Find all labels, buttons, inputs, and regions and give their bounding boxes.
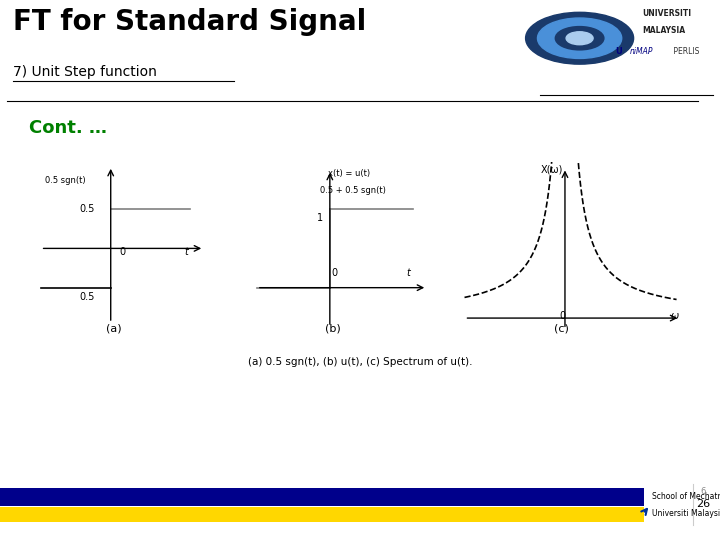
- Text: t: t: [184, 247, 189, 258]
- Text: 0.5 + 0.5 sgn(t): 0.5 + 0.5 sgn(t): [320, 186, 386, 195]
- Text: U: U: [616, 47, 622, 56]
- Text: ω: ω: [670, 311, 679, 321]
- Text: 0: 0: [559, 311, 565, 321]
- Text: 0: 0: [331, 268, 338, 278]
- Text: 0: 0: [119, 247, 125, 258]
- Bar: [0, 507, 644, 522]
- Text: 0.5: 0.5: [79, 204, 94, 214]
- Text: 26: 26: [696, 500, 711, 509]
- Text: MALAYSIA: MALAYSIA: [643, 26, 685, 35]
- Text: Cont. …: Cont. …: [29, 119, 107, 137]
- Text: (a): (a): [106, 323, 122, 333]
- Circle shape: [566, 32, 593, 45]
- Circle shape: [555, 26, 604, 50]
- Text: 0.5: 0.5: [79, 292, 94, 302]
- Text: FT for Standard Signal: FT for Standard Signal: [13, 8, 366, 36]
- Text: 7) Unit Step function: 7) Unit Step function: [13, 65, 156, 79]
- Text: (a) 0.5 sgn(t), (b) u(t), (c) Spectrum of u(t).: (a) 0.5 sgn(t), (b) u(t), (c) Spectrum o…: [248, 357, 472, 367]
- Text: PERLIS: PERLIS: [671, 47, 700, 56]
- Text: 6: 6: [701, 487, 706, 496]
- Text: (c): (c): [554, 323, 569, 333]
- Text: X(ω): X(ω): [541, 164, 564, 174]
- Bar: [0, 488, 644, 505]
- Text: 1: 1: [317, 213, 323, 223]
- Text: t: t: [407, 268, 410, 278]
- Text: Universiti Malaysia Perlis (UniMAP): Universiti Malaysia Perlis (UniMAP): [652, 509, 720, 518]
- Circle shape: [537, 18, 622, 58]
- Text: School of Mechatronic Engineering: School of Mechatronic Engineering: [652, 491, 720, 501]
- Circle shape: [526, 12, 634, 64]
- Text: x(t) = u(t): x(t) = u(t): [328, 169, 370, 178]
- Text: UNIVERSITI: UNIVERSITI: [643, 9, 692, 18]
- Text: 0.5 sgn(t): 0.5 sgn(t): [45, 176, 85, 185]
- Text: niMAP: niMAP: [630, 47, 654, 56]
- Text: (b): (b): [325, 323, 341, 333]
